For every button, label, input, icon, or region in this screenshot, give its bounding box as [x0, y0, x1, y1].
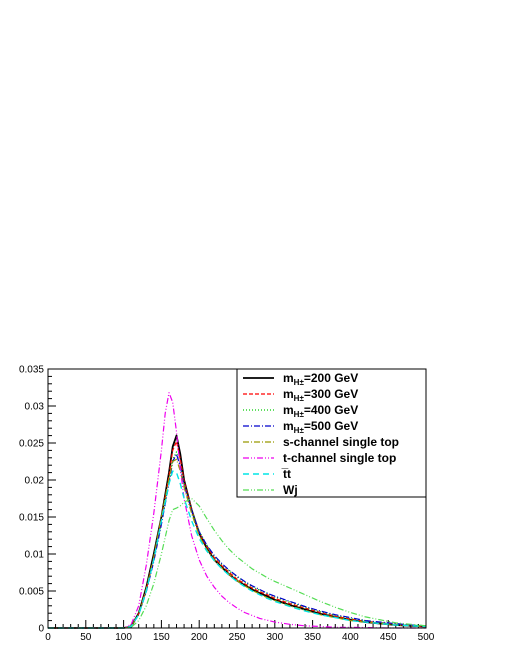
series-line-7	[48, 470, 427, 629]
legend-entry-6: t-channel single top	[283, 451, 396, 465]
x-tick-label: 450	[380, 632, 397, 643]
y-tick-label: 0	[38, 624, 44, 635]
x-tick-label: 250	[229, 632, 246, 643]
y-tick-label: 0.015	[19, 513, 44, 524]
legend-entry-7: t̅t	[281, 467, 291, 481]
legend-entry-1: mH±=200 GeV	[283, 371, 358, 387]
y-tick-label: 0.01	[25, 550, 45, 561]
y-tick-label: 0.025	[19, 439, 44, 450]
series-line-4	[48, 453, 427, 629]
x-tick-label: 200	[191, 632, 208, 643]
y-tick-label: 0.02	[25, 476, 45, 487]
legend-box	[236, 368, 427, 498]
x-tick-label: 350	[304, 632, 321, 643]
x-tick-label: 500	[418, 632, 435, 643]
y-tick-label: 0.035	[19, 365, 44, 376]
x-tick-label: 150	[153, 632, 170, 643]
x-tick-label: 100	[115, 632, 132, 643]
series-line-6	[48, 392, 426, 629]
y-tick-label: 0.005	[19, 587, 44, 598]
legend-entry-8: Wj	[283, 483, 298, 497]
series-line-8	[48, 497, 427, 629]
x-tick-label: 0	[45, 632, 51, 643]
axis-ticks: 0 50 100 150 200 250 300 350 400 450 500 0 0.005 0.01…	[19, 365, 435, 644]
y-tick-label: 0.03	[25, 402, 45, 413]
x-tick-label: 300	[266, 632, 283, 643]
legend-entry-3: mH±=400 GeV	[283, 403, 358, 419]
x-tick-label: 400	[342, 632, 359, 643]
legend-entry-2: mH±=300 GeV	[283, 387, 358, 403]
series-line-5	[48, 458, 427, 629]
legend-entry-4: mH±=500 GeV	[283, 419, 358, 435]
legend-entry-5: s-channel single top	[283, 435, 399, 449]
x-tick-label: 50	[80, 632, 92, 643]
series-group	[48, 392, 427, 629]
